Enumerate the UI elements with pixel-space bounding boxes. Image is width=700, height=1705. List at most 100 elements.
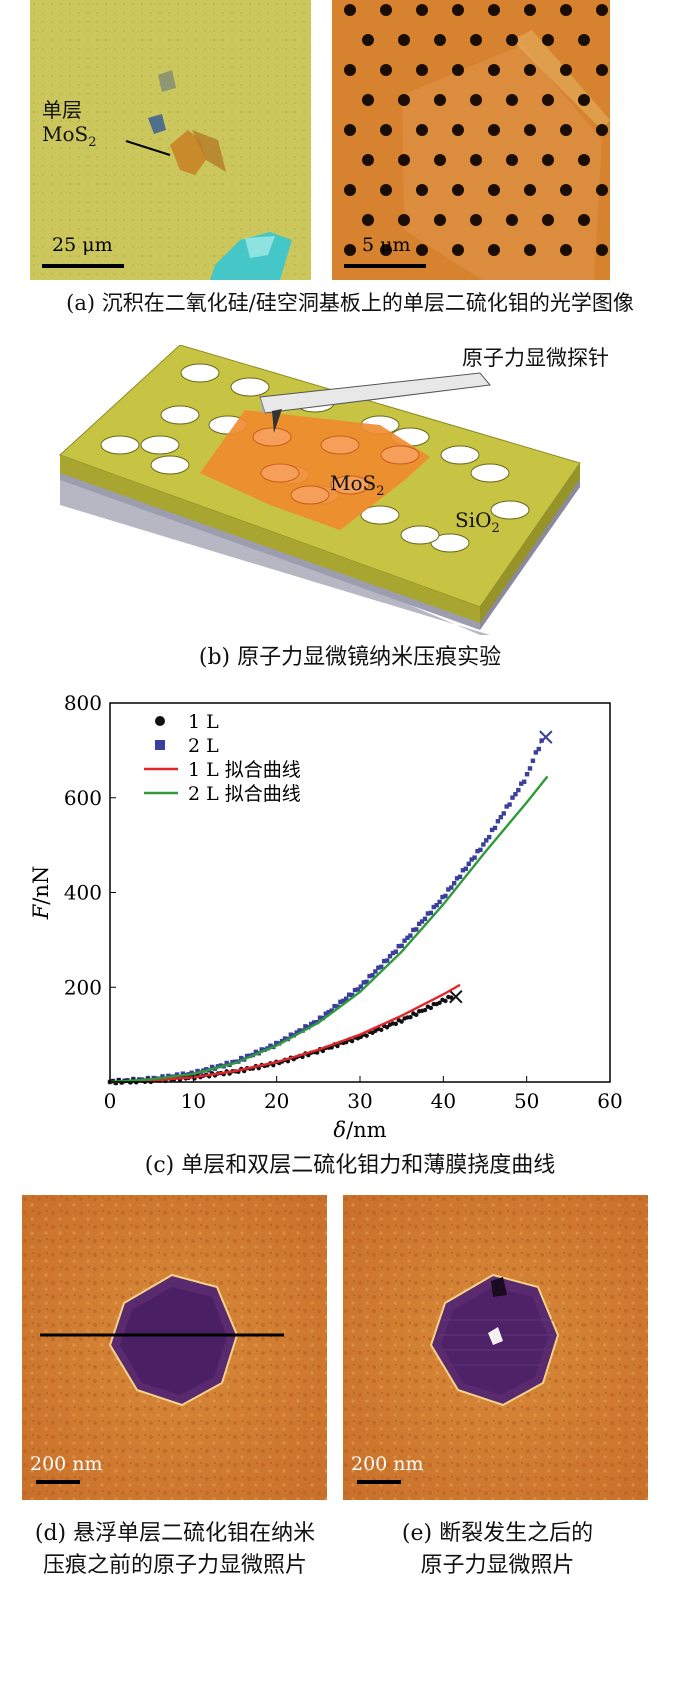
afm-hole xyxy=(416,244,428,256)
afm-hole xyxy=(452,244,464,256)
afm-hole xyxy=(488,64,500,76)
mos2-label: MoS2 xyxy=(330,471,385,499)
legend-label: 1 L 拟合曲线 xyxy=(188,759,301,781)
x-axis-label: δ/nm xyxy=(333,1118,386,1142)
data-point xyxy=(244,1053,250,1059)
data-point xyxy=(195,1068,200,1074)
data-point xyxy=(384,1025,390,1030)
data-point xyxy=(329,1008,334,1013)
data-point xyxy=(358,984,364,989)
afm-hole xyxy=(596,244,608,256)
data-point xyxy=(457,874,463,880)
optical-image-panel: 单层 MoS2 25 μm xyxy=(30,0,311,280)
data-point xyxy=(332,1003,337,1009)
afm-tip xyxy=(272,409,282,433)
data-point xyxy=(174,1072,180,1077)
x-tick-label: 0 xyxy=(104,1089,117,1113)
data-point xyxy=(414,927,419,932)
afm-hole xyxy=(398,214,410,226)
data-point xyxy=(449,995,454,1000)
afm-hole xyxy=(524,64,536,76)
data-point xyxy=(274,1040,279,1046)
hole xyxy=(150,455,190,475)
data-point xyxy=(513,792,518,797)
scale-label-25um: 25 μm xyxy=(52,234,113,256)
data-point xyxy=(446,887,451,892)
afm-hole xyxy=(506,34,518,46)
data-point xyxy=(352,987,358,993)
afm-hole-array-image xyxy=(332,0,610,280)
afm-hole xyxy=(596,184,608,196)
hole-under-flake xyxy=(330,475,370,495)
data-point xyxy=(411,927,416,933)
hole xyxy=(230,377,270,397)
break-point-marker xyxy=(539,730,553,744)
data-point xyxy=(434,903,439,908)
data-point xyxy=(489,827,495,833)
afm-hole xyxy=(560,124,572,136)
scale-label-5um: 5 μm xyxy=(362,234,411,256)
y-axis-label: F/nN xyxy=(29,866,53,921)
afm-hole xyxy=(416,124,428,136)
label-pointer-line xyxy=(125,140,171,156)
data-point xyxy=(379,964,384,969)
data-point xyxy=(428,1005,434,1011)
afm-hole-array-panel: 5 μm xyxy=(332,0,610,280)
afm-hole xyxy=(452,4,464,16)
data-point xyxy=(507,802,512,807)
data-point xyxy=(239,1055,244,1061)
afm-hole xyxy=(398,94,410,106)
data-point xyxy=(384,958,390,963)
caption-a: (a) 沉积在二氧化硅/硅空洞基板上的单层二硫化钼的光学图像 xyxy=(66,291,634,315)
afm-hole xyxy=(578,214,590,226)
afm-before-fracture-panel: 200 nm xyxy=(22,1195,327,1500)
data-point xyxy=(288,1032,294,1037)
afm-hole xyxy=(380,184,392,196)
afm-hole xyxy=(470,214,482,226)
afm-hole xyxy=(524,184,536,196)
afm-hole xyxy=(344,124,356,136)
y-tick-label: 200 xyxy=(64,975,102,999)
data-point xyxy=(259,1047,264,1052)
scale-label-200nm-e: 200 nm xyxy=(351,1453,424,1475)
data-point xyxy=(449,885,454,890)
afm-hole xyxy=(596,64,608,76)
data-point xyxy=(419,919,425,924)
data-point xyxy=(536,746,541,752)
data-point xyxy=(454,876,460,881)
x-tick-label: 20 xyxy=(264,1089,289,1113)
data-point xyxy=(478,847,483,853)
data-point xyxy=(253,1049,259,1055)
afm-hole xyxy=(542,214,554,226)
afm-hole xyxy=(578,154,590,166)
legend-marker xyxy=(155,740,165,750)
afm-hole xyxy=(488,244,500,256)
data-point xyxy=(501,811,506,816)
x-tick-label: 60 xyxy=(597,1089,622,1113)
hole xyxy=(360,505,400,525)
afm-hole xyxy=(542,154,554,166)
afm-hole xyxy=(506,214,518,226)
afm-hole xyxy=(560,184,572,196)
data-point xyxy=(335,1004,340,1009)
afm-hole xyxy=(506,154,518,166)
hole xyxy=(470,463,510,483)
hole xyxy=(430,533,470,553)
data-point xyxy=(481,842,486,847)
data-point xyxy=(326,1009,331,1015)
data-point xyxy=(443,998,448,1004)
data-point xyxy=(396,943,401,949)
x-tick-label: 50 xyxy=(514,1089,539,1113)
hole-under-flake xyxy=(320,435,360,455)
scale-bar-200nm-d xyxy=(36,1480,80,1484)
scale-label-200nm-d: 200 nm xyxy=(30,1453,103,1475)
data-point xyxy=(268,1043,273,1048)
afm-hole xyxy=(470,94,482,106)
afm-hole xyxy=(470,34,482,46)
afm-hole xyxy=(452,124,464,136)
data-point xyxy=(224,1060,229,1066)
data-point xyxy=(376,965,381,970)
hole xyxy=(100,435,140,455)
data-point xyxy=(381,958,387,964)
break-point-marker xyxy=(449,990,463,1004)
